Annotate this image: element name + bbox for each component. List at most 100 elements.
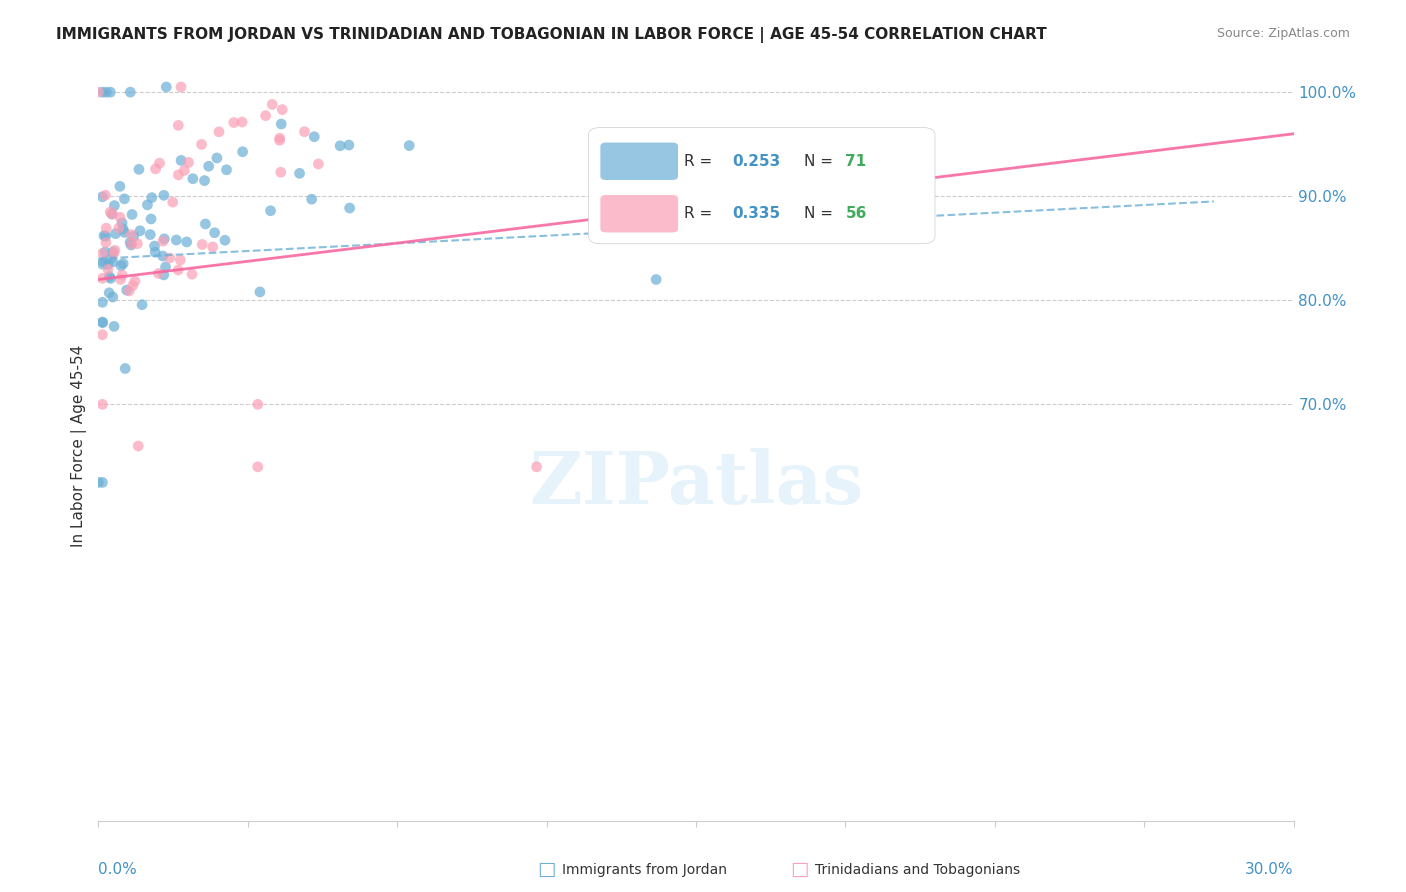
Point [101, 244, 124, 259]
Text: □: □ [537, 860, 562, 880]
Text: Immigrants from Jordan: Immigrants from Jordan [562, 863, 727, 877]
Point [167, 263, 190, 277]
Point [181, 171, 204, 186]
Point [304, 129, 326, 144]
Point [110, 272, 132, 286]
Point [91, 397, 114, 411]
Point [111, 216, 134, 230]
Point [201, 240, 224, 254]
Point [115, 283, 138, 297]
Point [246, 459, 269, 474]
Point [108, 211, 131, 225]
Point [288, 166, 311, 180]
Point [191, 237, 214, 252]
Point [114, 225, 136, 239]
Point [120, 227, 142, 242]
Text: Trinidadians and Tobagonians: Trinidadians and Tobagonians [815, 863, 1021, 877]
Point [101, 207, 124, 221]
Point [259, 203, 281, 218]
Point [645, 272, 668, 286]
Point [170, 80, 193, 95]
Point [148, 156, 170, 170]
Point [121, 278, 143, 293]
Point [91, 190, 114, 204]
Point [91, 316, 114, 330]
Point [98, 85, 122, 99]
Point [103, 246, 125, 260]
Text: Source: ZipAtlas.com: Source: ZipAtlas.com [1216, 27, 1350, 40]
Point [94, 188, 117, 202]
Point [120, 235, 142, 250]
Text: 71: 71 [845, 153, 866, 169]
Point [96, 221, 118, 235]
Point [190, 137, 212, 152]
Point [143, 245, 166, 260]
Point [152, 268, 174, 282]
Text: N =: N = [804, 206, 838, 221]
Point [197, 159, 219, 173]
Point [124, 274, 146, 288]
Point [262, 97, 284, 112]
Point [153, 188, 176, 202]
Point [337, 138, 360, 153]
Point [91, 475, 114, 490]
Point [101, 207, 124, 221]
Point [167, 119, 190, 133]
Text: R =: R = [685, 206, 717, 221]
Point [139, 211, 162, 226]
Point [152, 249, 174, 263]
Point [112, 222, 135, 236]
Point [91, 295, 114, 310]
Point [128, 162, 150, 177]
Point [91, 315, 114, 329]
Text: IMMIGRANTS FROM JORDAN VS TRINIDADIAN AND TOBAGONIAN IN LABOR FORCE | AGE 45-54 : IMMIGRANTS FROM JORDAN VS TRINIDADIAN AN… [56, 27, 1047, 43]
Point [269, 131, 291, 145]
FancyBboxPatch shape [600, 143, 678, 180]
Point [398, 138, 420, 153]
Point [136, 198, 159, 212]
Point [194, 217, 217, 231]
Point [131, 298, 153, 312]
Point [162, 195, 184, 210]
Point [169, 252, 191, 267]
Point [98, 285, 121, 300]
Point [108, 179, 131, 194]
Point [153, 232, 176, 246]
Point [121, 236, 143, 251]
Point [120, 238, 142, 252]
Point [204, 226, 226, 240]
Point [307, 157, 329, 171]
Point [103, 198, 125, 212]
Text: 30.0%: 30.0% [1246, 863, 1294, 877]
Point [94, 229, 117, 244]
Point [170, 153, 193, 168]
Point [254, 109, 277, 123]
Point [87, 85, 110, 99]
Point [139, 227, 162, 242]
Point [121, 207, 143, 221]
Point [114, 192, 136, 206]
Point [118, 284, 141, 298]
Point [143, 239, 166, 253]
Point [215, 162, 238, 177]
Point [96, 85, 118, 99]
Point [91, 327, 114, 342]
Point [181, 267, 204, 281]
Point [103, 319, 125, 334]
Point [173, 163, 195, 178]
Point [176, 235, 198, 249]
Point [97, 262, 120, 277]
Point [112, 256, 135, 270]
Point [127, 236, 149, 251]
Text: 56: 56 [845, 206, 866, 221]
Point [87, 475, 110, 490]
Point [127, 439, 149, 453]
Point [167, 168, 190, 182]
Point [91, 271, 114, 285]
FancyBboxPatch shape [600, 195, 678, 233]
Point [271, 103, 294, 117]
Point [91, 246, 114, 260]
Point [98, 205, 121, 219]
Y-axis label: In Labor Force | Age 45-54: In Labor Force | Age 45-54 [72, 345, 87, 547]
Point [104, 227, 127, 241]
